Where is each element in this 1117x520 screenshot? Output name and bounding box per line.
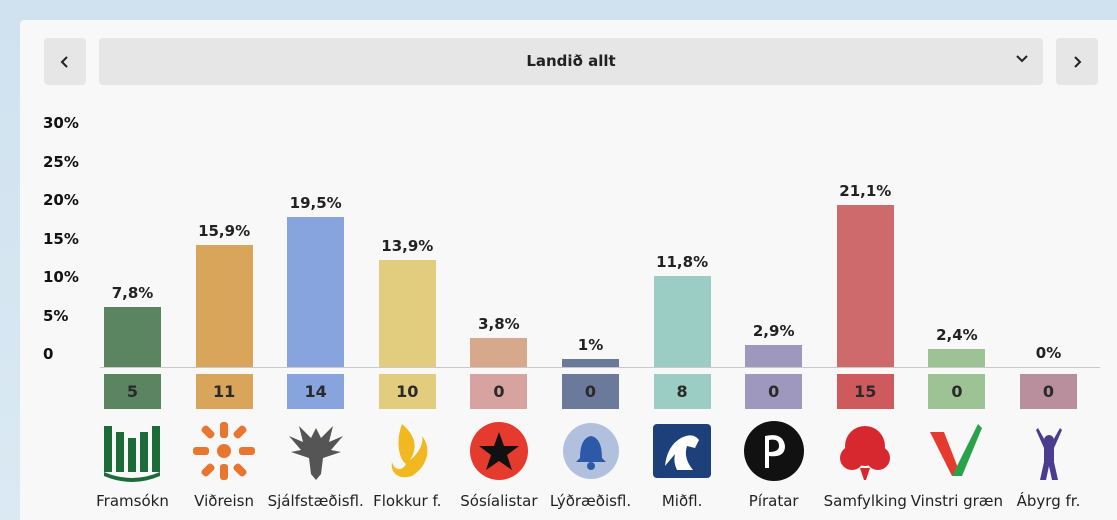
next-button[interactable] <box>1056 38 1098 85</box>
seat-count: 0 <box>745 374 803 409</box>
region-select[interactable]: Landið allt <box>99 38 1043 85</box>
v-logo-icon <box>929 424 982 476</box>
bar <box>287 216 345 367</box>
seat-count: 5 <box>104 374 161 409</box>
bar <box>470 337 528 367</box>
bar-value-label: 11,8% <box>656 253 709 272</box>
bar <box>653 276 711 367</box>
party-name: Sósíalistar <box>460 492 538 510</box>
seat-count: 8 <box>653 374 711 409</box>
bar-value-label: 3,8% <box>478 314 520 333</box>
party-name: Miðfl. <box>661 492 703 510</box>
figure-logo-icon <box>1035 428 1062 480</box>
party-name: Ábyrg fr. <box>1016 492 1081 510</box>
bar-value-label: 1% <box>577 336 604 355</box>
party-name: Lýðræðisfl. <box>549 492 632 510</box>
y-tick-label: 5% <box>43 306 69 325</box>
bar <box>928 348 986 367</box>
bar-value-label: 0% <box>1035 344 1062 362</box>
framsokn-logo-icon <box>103 426 160 482</box>
seat-count: 14 <box>287 374 345 409</box>
pirate-logo-icon <box>743 421 804 481</box>
bar-value-label: 2,9% <box>752 321 795 340</box>
party-name: Vinstri græn <box>910 492 1004 510</box>
bar <box>104 306 161 367</box>
party-name: Píratar <box>748 492 799 510</box>
chevron-right-icon <box>1074 55 1082 68</box>
y-tick-label: 25% <box>43 152 79 171</box>
seat-count: 0 <box>562 374 619 409</box>
party-name: Flokkur f. <box>373 492 442 510</box>
bar-value-label: 2,4% <box>936 325 978 344</box>
chevron-left-icon <box>60 55 68 68</box>
bar-value-label: 7,8% <box>111 283 154 302</box>
seat-count: 11 <box>195 374 253 409</box>
seat-count: 0 <box>470 374 528 409</box>
eagle-logo-icon <box>288 426 343 480</box>
seat-count: 15 <box>836 374 894 409</box>
party-name: Sjálfstæðisfl. <box>267 492 364 510</box>
vidreisn-logo-icon <box>193 422 256 480</box>
horse-logo-icon <box>653 424 712 478</box>
rose-logo-icon <box>840 426 891 480</box>
seat-count: 0 <box>1020 374 1077 409</box>
bar <box>745 344 803 367</box>
bell-logo-icon <box>562 423 619 479</box>
bar-value-label: 19,5% <box>289 193 342 212</box>
seat-count: 10 <box>378 374 436 409</box>
star-logo-icon <box>469 422 528 480</box>
y-tick-label: 10% <box>43 268 79 286</box>
bar-value-label: 21,1% <box>839 181 892 200</box>
prev-button[interactable] <box>44 38 86 85</box>
chevron-down-icon <box>1016 55 1028 63</box>
bar-value-label: 13,9% <box>381 236 434 255</box>
region-select-label: Landið allt <box>526 52 616 70</box>
y-tick-label: 30% <box>43 114 79 132</box>
bar <box>836 204 894 367</box>
bar <box>195 244 253 367</box>
party-name: Viðreisn <box>194 492 255 510</box>
chart-baseline <box>100 367 1100 368</box>
y-tick-label: 15% <box>43 229 79 248</box>
party-name: Samfylking <box>823 492 907 510</box>
y-tick-label: 0 <box>43 345 54 363</box>
seat-count: 0 <box>928 374 986 409</box>
bar <box>562 359 619 367</box>
bar <box>378 259 436 367</box>
bar-value-label: 15,9% <box>198 221 251 240</box>
y-tick-label: 20% <box>43 191 79 209</box>
party-name: Framsókn <box>96 492 169 510</box>
flame-logo-icon <box>392 424 428 478</box>
